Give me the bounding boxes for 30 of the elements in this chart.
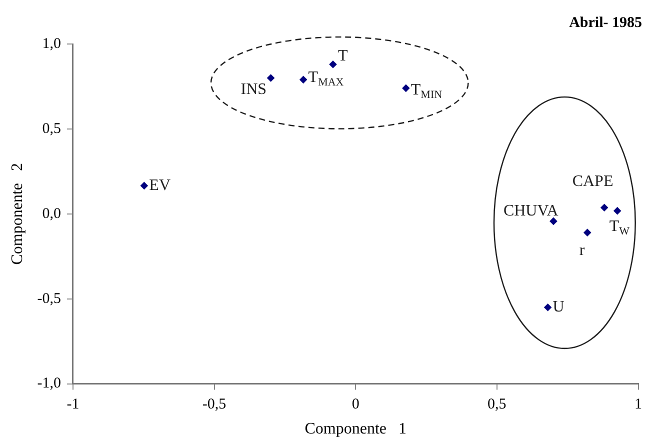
y-tick-label: 0,0 (42, 206, 61, 222)
point (544, 304, 552, 312)
x-axis-title: Componente 1 (304, 420, 406, 438)
y-axis-title: Componente 2 (8, 163, 26, 265)
annotation: T (338, 48, 348, 65)
point (614, 207, 622, 215)
x-tick-label: -1 (66, 396, 80, 413)
point (402, 84, 410, 92)
point (140, 182, 148, 190)
y-tick-label: 0,5 (42, 120, 61, 137)
annotation: CAPE (572, 172, 614, 190)
x-tick-label: 1 (634, 396, 642, 413)
x-tick-label: -0,5 (202, 396, 226, 413)
chart-title: Abril- 1985 (569, 14, 642, 31)
point (600, 204, 608, 212)
point (584, 228, 592, 236)
annotation: r (579, 242, 586, 259)
annotation: U (552, 298, 565, 316)
point (550, 218, 558, 225)
x-tick-label: 0 (352, 396, 360, 413)
x-tick-label: 0,5 (488, 396, 506, 413)
point (267, 74, 274, 82)
y-tick-label: -0,5 (37, 290, 61, 307)
annotation: EV (149, 176, 171, 194)
annotation: CHUVA (503, 202, 559, 220)
point (329, 60, 337, 68)
annotation: INS (240, 81, 267, 98)
y-tick-label: -1,0 (37, 376, 61, 392)
point (300, 76, 308, 84)
y-tick-label: 1,0 (42, 36, 61, 52)
